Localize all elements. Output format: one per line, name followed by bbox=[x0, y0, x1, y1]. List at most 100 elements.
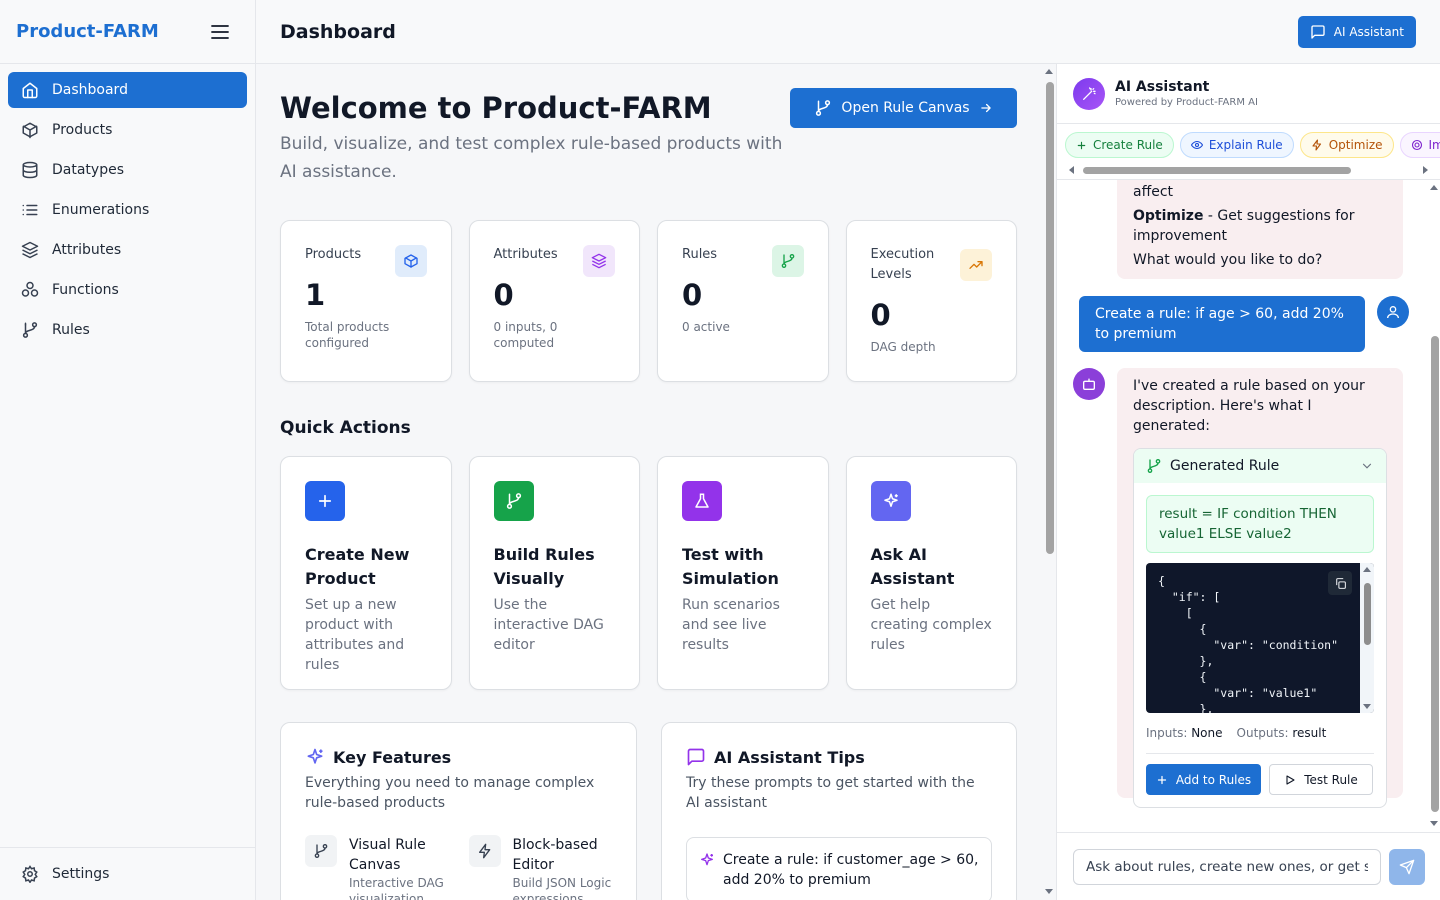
action-ask-ai[interactable]: Ask AI Assistant Get help creating compl… bbox=[845, 456, 1017, 690]
plus-icon bbox=[1076, 140, 1087, 151]
info-cards: Key Features Everything you need to mana… bbox=[280, 722, 1017, 900]
ai-assistant-panel: AI Assistant Powered by Product-FARM AI … bbox=[1056, 64, 1440, 900]
rule-json-text: { "if": [ [ { "var": "condition" }, { "v… bbox=[1158, 574, 1339, 713]
sidebar-item-functions[interactable]: Functions bbox=[8, 272, 247, 308]
main-scrollbar[interactable] bbox=[1042, 64, 1056, 900]
stat-label: Products bbox=[305, 247, 362, 262]
git-branch-icon bbox=[814, 99, 832, 117]
chat-scroll-thumb[interactable] bbox=[1431, 336, 1439, 812]
sidebar-item-products[interactable]: Products bbox=[8, 112, 247, 148]
action-title: Create New Product bbox=[305, 545, 410, 588]
feature-item: Block-based Editor Build JSON Logic expr… bbox=[468, 835, 613, 900]
stat-note: 0 inputs, 0 computed bbox=[493, 320, 558, 350]
welcome-section: Welcome to Product-FARM Build, visualize… bbox=[280, 88, 1017, 186]
layers-icon bbox=[583, 245, 615, 277]
app-logo[interactable]: Product-FARM bbox=[16, 21, 159, 42]
ai-message-previous: affect Optimize - Get suggestions for im… bbox=[1117, 180, 1403, 279]
ai-panel-title: AI Assistant bbox=[1115, 79, 1210, 95]
scroll-down-icon[interactable] bbox=[1430, 821, 1438, 826]
flask-icon bbox=[682, 481, 722, 521]
scroll-up-icon[interactable] bbox=[1045, 69, 1053, 74]
stat-note: Total products configured bbox=[305, 320, 390, 350]
generated-rule-title: Generated Rule bbox=[1170, 458, 1280, 474]
test-rule-button[interactable]: Test Rule bbox=[1269, 764, 1373, 795]
code-scrollbar[interactable] bbox=[1360, 563, 1374, 713]
chips-scrollbar[interactable] bbox=[1067, 165, 1430, 175]
ai-message-text: I've created a rule based on your descri… bbox=[1133, 378, 1365, 434]
main-content: Welcome to Product-FARM Build, visualize… bbox=[256, 64, 1056, 900]
target-icon bbox=[1411, 139, 1423, 151]
chevron-down-icon[interactable] bbox=[1360, 459, 1374, 473]
stat-label: Attributes bbox=[493, 247, 558, 262]
ai-assistant-button[interactable]: AI Assistant bbox=[1297, 15, 1416, 48]
sidebar-footer: Settings bbox=[0, 847, 255, 900]
scroll-down-icon[interactable] bbox=[1363, 704, 1371, 709]
sidebar-item-label: Enumerations bbox=[52, 202, 150, 218]
action-test-simulation[interactable]: Test with Simulation Run scenarios and s… bbox=[657, 456, 829, 690]
ai-assistant-button-label: AI Assistant bbox=[1333, 24, 1404, 39]
chip-label: Explain Rule bbox=[1208, 138, 1283, 152]
chips-scroll-thumb[interactable] bbox=[1083, 167, 1351, 174]
chip-improve[interactable]: Im bbox=[1399, 132, 1440, 158]
git-branch-icon bbox=[1146, 458, 1162, 474]
sidebar-item-dashboard[interactable]: Dashboard bbox=[8, 72, 247, 108]
scroll-up-icon[interactable] bbox=[1430, 185, 1438, 190]
add-to-rules-button[interactable]: Add to Rules bbox=[1146, 764, 1261, 795]
dashboard-content: Welcome to Product-FARM Build, visualize… bbox=[280, 88, 1017, 900]
copy-icon[interactable] bbox=[1328, 571, 1352, 595]
add-to-rules-label: Add to Rules bbox=[1175, 772, 1252, 787]
action-desc: Get help creating complex rules bbox=[870, 597, 992, 653]
generated-rule-header[interactable]: Generated Rule bbox=[1134, 449, 1386, 483]
page-title: Dashboard bbox=[280, 20, 396, 43]
code-scroll-thumb[interactable] bbox=[1364, 583, 1371, 645]
scroll-left-icon[interactable] bbox=[1069, 166, 1074, 174]
sidebar-item-rules[interactable]: Rules bbox=[8, 312, 247, 348]
chip-label: Create Rule bbox=[1093, 138, 1163, 152]
sidebar-item-enumerations[interactable]: Enumerations bbox=[8, 192, 247, 228]
open-rule-canvas-button[interactable]: Open Rule Canvas bbox=[790, 88, 1017, 128]
scroll-up-icon[interactable] bbox=[1363, 567, 1371, 572]
scroll-thumb[interactable] bbox=[1046, 82, 1054, 554]
action-build-rules[interactable]: Build Rules Visually Use the interactive… bbox=[468, 456, 640, 690]
stat-card-execution-levels: Execution Levels 0 DAG depth bbox=[845, 220, 1017, 382]
trending-up-icon bbox=[960, 249, 992, 281]
chat-input[interactable] bbox=[1073, 848, 1381, 885]
chat-scrollbar[interactable] bbox=[1427, 180, 1440, 832]
scroll-right-icon[interactable] bbox=[1423, 166, 1428, 174]
key-features-title: Key Features bbox=[305, 747, 612, 767]
stat-card-attributes: Attributes 0 0 inputs, 0 computed bbox=[468, 220, 640, 382]
action-create-product[interactable]: Create New Product Set up a new product … bbox=[280, 456, 452, 690]
git-branch-icon bbox=[771, 245, 804, 277]
chip-create-rule[interactable]: Create Rule bbox=[1065, 132, 1174, 158]
user-icon bbox=[1377, 296, 1409, 328]
ai-message-question: What would you like to do? bbox=[1133, 252, 1323, 268]
action-desc: Set up a new product with attributes and… bbox=[305, 597, 405, 673]
sidebar-item-datatypes[interactable]: Datatypes bbox=[8, 152, 247, 188]
send-icon[interactable] bbox=[1389, 848, 1425, 885]
rule-actions: Add to Rules Test Rule bbox=[1146, 753, 1374, 795]
chip-explain-rule[interactable]: Explain Rule bbox=[1179, 132, 1294, 158]
stat-card-products: Products 1 Total products configured bbox=[280, 220, 452, 382]
sidebar-item-label: Products bbox=[52, 122, 113, 138]
quick-actions-title: Quick Actions bbox=[280, 418, 411, 438]
ai-tip-prompt[interactable]: Create a rule: if customer_age > 60, add… bbox=[686, 837, 992, 900]
message-square-icon bbox=[1310, 24, 1326, 40]
chat-messages: affect Optimize - Get suggestions for im… bbox=[1057, 180, 1440, 832]
wand-icon bbox=[1073, 77, 1105, 110]
sidebar-item-settings[interactable]: Settings bbox=[8, 856, 247, 892]
eye-icon bbox=[1190, 139, 1203, 151]
database-icon bbox=[20, 160, 40, 180]
gear-icon bbox=[20, 864, 40, 884]
sparkles-icon bbox=[699, 850, 715, 890]
plus-icon bbox=[1156, 774, 1168, 786]
rule-io: Inputs: None Outputs: result bbox=[1146, 723, 1374, 743]
feature-item: Visual Rule Canvas Interactive DAG visua… bbox=[305, 835, 449, 900]
menu-toggle-icon[interactable] bbox=[209, 21, 231, 43]
quick-chips-bar: Create Rule Explain Rule Optimize Im bbox=[1057, 124, 1440, 180]
sidebar-item-attributes[interactable]: Attributes bbox=[8, 232, 247, 268]
chip-label: Optimize bbox=[1328, 138, 1383, 152]
chip-optimize[interactable]: Optimize bbox=[1299, 132, 1394, 158]
scroll-down-icon[interactable] bbox=[1045, 889, 1053, 894]
stat-value: 0 bbox=[493, 278, 514, 312]
arrow-right-icon bbox=[979, 101, 993, 115]
